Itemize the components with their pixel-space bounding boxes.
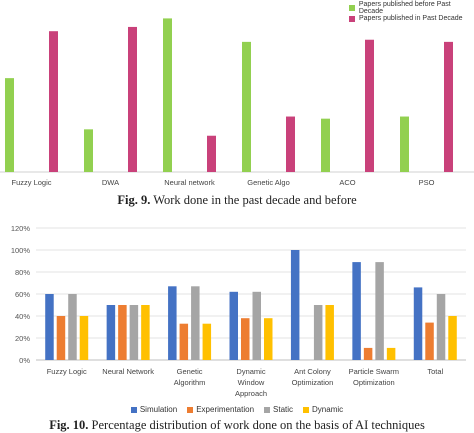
- legend-item-dynamic: Dynamic: [303, 405, 343, 414]
- y-tick-label-120: 120%: [11, 224, 31, 233]
- bar-neural-network-in: [207, 135, 216, 172]
- bar-neural-network-dynamic: [141, 305, 150, 360]
- legend-item-in: Papers published in Past Decade: [349, 15, 463, 22]
- bar-pso-in: [444, 41, 453, 172]
- bar-dynamic-window-approach-dynamic: [264, 318, 273, 360]
- y-tick-label-40: 40%: [15, 312, 30, 321]
- figure-10-label: Fig. 10.: [49, 418, 89, 432]
- legend-fig10: Simulation Experimentation Static Dynami…: [0, 405, 474, 414]
- chart-percentage-distribution: 0% 20% 40% 60% 80% 100% 120% Fuzzy Logic Neural …: [11, 224, 466, 398]
- legend-item-static: Static: [264, 405, 293, 414]
- legend-swatch-dynamic: [303, 406, 310, 413]
- bar-total-simulation: [413, 287, 423, 360]
- bar-aco-before: [321, 118, 330, 172]
- legend-swatch-experimentation: [187, 406, 194, 413]
- bar-ant-colony-optimization-static: [313, 305, 323, 360]
- x-tick-label-genetic-algorithm-line-0: Genetic: [177, 367, 203, 376]
- x-tick-label-dynamic-window-approach-line-0: Dynamic: [236, 367, 265, 376]
- bar-genetic-algorithm-experimentation: [179, 323, 189, 360]
- bar-total-dynamic: [448, 316, 457, 360]
- x-tick-label-total-line-0: Total: [427, 367, 443, 376]
- bar-fuzzy-logic-experimentation: [56, 316, 66, 360]
- x-tick-label-genetic-algo: Genetic Algo: [247, 178, 290, 187]
- bar-total-static: [436, 294, 446, 360]
- legend-label-in: Papers published in Past Decade: [359, 15, 463, 22]
- bar-genetic-algo-before: [242, 41, 251, 172]
- bar-fuzzy-logic-in: [49, 31, 58, 173]
- bar-pso-before: [400, 116, 409, 172]
- legend-label-dynamic: Dynamic: [312, 405, 344, 414]
- x-tick-label-particle-swarm-optimization-line-0: Particle Swarm: [349, 367, 399, 376]
- figure-9-text: Work done in the past decade and before: [150, 193, 357, 207]
- legend-item-simulation: Simulation: [130, 405, 178, 414]
- bar-particle-swarm-optimization-dynamic: [386, 347, 396, 360]
- x-tick-label-fuzzy-logic: Fuzzy Logic: [11, 178, 51, 187]
- bar-dwa-before: [84, 129, 93, 172]
- bar-fuzzy-logic-before: [5, 78, 14, 172]
- bar-dynamic-window-approach-static: [252, 291, 261, 360]
- x-tick-label-pso: PSO: [419, 178, 435, 187]
- x-tick-label-dynamic-window-approach-line-1: Window: [238, 378, 265, 387]
- legend-item-experimentation: Experimentation: [187, 405, 254, 414]
- bar-total-experimentation: [425, 322, 434, 360]
- x-tick-label-ant-colony-optimization-line-1: Optimization: [292, 378, 334, 387]
- bar-genetic-algo-in: [286, 116, 295, 172]
- bar-dynamic-window-approach-simulation: [229, 291, 238, 360]
- x-tick-label-dynamic-window-approach-line-2: Approach: [235, 389, 267, 398]
- legend-swatch-before: [349, 5, 355, 11]
- figure-10-text: Percentage distribution of work done on …: [88, 418, 425, 432]
- legend-item-before: Papers published before Past Decade: [349, 1, 474, 15]
- bar-neural-network-before: [163, 18, 172, 173]
- bar-genetic-algorithm-dynamic: [202, 323, 212, 360]
- legend-swatch-in: [349, 15, 355, 22]
- y-tick-label-20: 20%: [15, 334, 30, 343]
- bar-dynamic-window-approach-experimentation: [241, 318, 250, 360]
- x-tick-label-ant-colony-optimization-line-0: Ant Colony: [294, 367, 331, 376]
- bar-fuzzy-logic-dynamic: [79, 316, 89, 360]
- x-tick-label-neural-network: Neural network: [164, 178, 215, 187]
- legend-label-experimentation: Experimentation: [196, 405, 255, 414]
- bar-particle-swarm-optimization-experimentation: [363, 347, 373, 360]
- legend-swatch-simulation: [130, 406, 137, 413]
- legend-label-before: Papers published before Past Decade: [358, 1, 451, 15]
- chart-papers-published: Fuzzy Logic DWA Neural network Genetic Algo…: [0, 18, 474, 187]
- bar-particle-swarm-optimization-simulation: [352, 262, 361, 360]
- bar-neural-network-simulation: [106, 305, 116, 360]
- bar-ant-colony-optimization-simulation: [290, 250, 300, 360]
- bar-neural-network-experimentation: [118, 305, 127, 360]
- x-tick-label-neural-network-line-0: Neural Network: [102, 367, 154, 376]
- x-tick-label-genetic-algorithm-line-1: Algorithm: [174, 378, 206, 387]
- y-tick-label-60: 60%: [15, 290, 30, 299]
- legend-label-static: Static: [273, 405, 294, 414]
- x-tick-label-aco: ACO: [339, 178, 355, 187]
- bar-fuzzy-logic-static: [68, 294, 77, 360]
- bar-neural-network-static: [129, 305, 139, 360]
- bar-fuzzy-logic-simulation: [45, 294, 54, 360]
- y-tick-label-0: 0%: [19, 356, 30, 365]
- bar-dwa-in: [128, 26, 137, 172]
- bar-aco-in: [365, 39, 374, 172]
- x-tick-label-fuzzy-logic-line-0: Fuzzy Logic: [47, 367, 87, 376]
- figure-9-label: Fig. 9.: [117, 193, 151, 207]
- y-tick-label-100: 100%: [11, 246, 31, 255]
- legend-swatch-static: [264, 406, 271, 413]
- bar-particle-swarm-optimization-static: [375, 262, 384, 360]
- figure-9-caption: Fig. 9. Work done in the past decade and…: [0, 193, 474, 208]
- bar-ant-colony-optimization-dynamic: [325, 305, 334, 360]
- legend-label-simulation: Simulation: [139, 405, 178, 414]
- x-tick-label-particle-swarm-optimization-line-1: Optimization: [353, 378, 395, 387]
- x-tick-label-dwa: DWA: [102, 178, 119, 187]
- y-tick-label-80: 80%: [15, 268, 30, 277]
- bar-genetic-algorithm-static: [191, 286, 200, 360]
- bar-genetic-algorithm-simulation: [168, 286, 177, 360]
- figure-10-caption: Fig. 10. Percentage distribution of work…: [0, 418, 474, 433]
